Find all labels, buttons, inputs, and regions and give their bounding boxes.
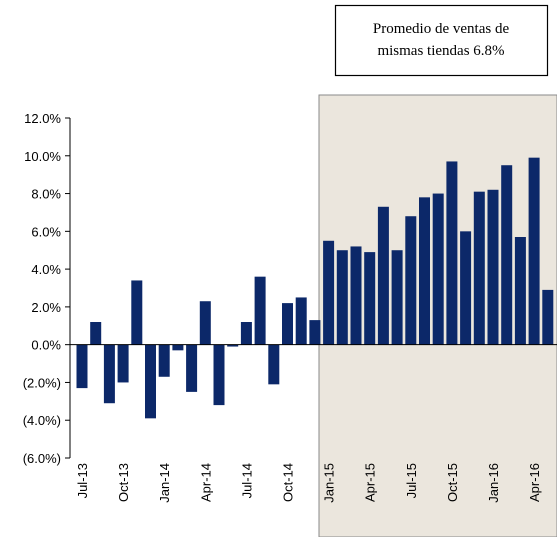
x-tick-label: Jul-14 bbox=[239, 463, 254, 498]
bar bbox=[158, 344, 170, 377]
y-tick-label: 4.0% bbox=[31, 262, 61, 277]
y-tick-label: 8.0% bbox=[31, 187, 61, 202]
bar bbox=[336, 250, 348, 345]
bar bbox=[350, 246, 362, 345]
bar bbox=[542, 289, 554, 345]
x-tick-label: Jul-13 bbox=[75, 463, 90, 498]
x-tick-label: Apr-14 bbox=[198, 463, 213, 502]
bar bbox=[117, 344, 129, 383]
y-tick-label: (4.0%) bbox=[23, 413, 61, 428]
x-tick-label: Apr-16 bbox=[527, 463, 542, 502]
bar bbox=[199, 301, 211, 345]
annotation: Promedio de ventas de bbox=[373, 21, 510, 37]
x-tick-label: Jan-14 bbox=[157, 463, 172, 503]
x-tick-label: Jul-15 bbox=[404, 463, 419, 498]
bar bbox=[76, 344, 88, 389]
bar bbox=[172, 344, 184, 351]
bar bbox=[90, 322, 102, 345]
x-tick-label: Apr-15 bbox=[363, 463, 378, 502]
y-tick-label: 2.0% bbox=[31, 300, 61, 315]
x-tick-label: Jan-16 bbox=[486, 463, 501, 503]
bar bbox=[227, 344, 239, 347]
x-tick-label: Oct-13 bbox=[116, 463, 131, 502]
y-tick-label: 12.0% bbox=[24, 111, 61, 126]
bar bbox=[391, 250, 403, 345]
bar bbox=[254, 276, 266, 345]
bar bbox=[528, 157, 540, 345]
bar bbox=[295, 297, 307, 345]
bar bbox=[405, 216, 417, 345]
bar bbox=[460, 231, 472, 345]
x-tick-label: Jan-15 bbox=[322, 463, 337, 503]
bar bbox=[103, 344, 115, 404]
annotation-box bbox=[334, 4, 549, 77]
bar bbox=[213, 344, 225, 406]
bar bbox=[487, 189, 499, 345]
x-tick-label: Oct-14 bbox=[281, 463, 296, 502]
bar bbox=[240, 322, 252, 345]
bar bbox=[432, 193, 444, 345]
bar bbox=[514, 237, 526, 345]
bar bbox=[323, 240, 335, 345]
bar bbox=[501, 165, 513, 345]
bar bbox=[364, 252, 376, 345]
bar bbox=[309, 320, 321, 345]
y-tick-label: 10.0% bbox=[24, 149, 61, 164]
y-tick-label: (2.0%) bbox=[23, 375, 61, 390]
bar bbox=[377, 206, 389, 345]
bar bbox=[186, 344, 198, 392]
x-tick-label: Oct-15 bbox=[445, 463, 460, 502]
bar bbox=[131, 280, 143, 345]
bar bbox=[282, 303, 293, 345]
bar bbox=[145, 344, 156, 419]
bar bbox=[473, 191, 485, 345]
y-tick-label: 0.0% bbox=[31, 338, 61, 353]
y-tick-label: 6.0% bbox=[31, 224, 61, 239]
y-tick-label: (6.0%) bbox=[23, 451, 61, 466]
annotation: mismas tiendas 6.8% bbox=[377, 43, 504, 59]
bar bbox=[268, 344, 280, 385]
bar bbox=[446, 161, 458, 345]
bar bbox=[419, 197, 430, 345]
